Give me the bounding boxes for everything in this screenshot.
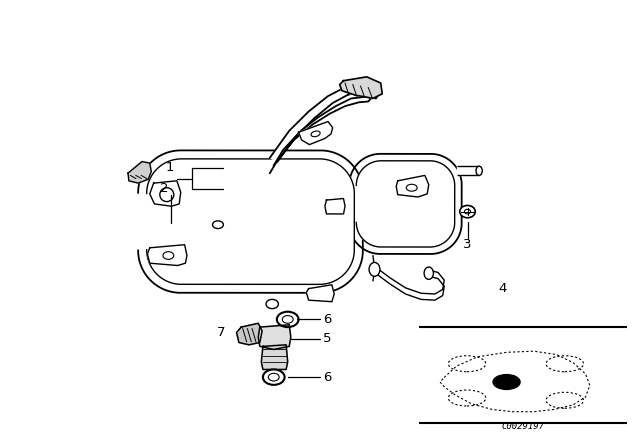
Ellipse shape	[282, 315, 293, 323]
Polygon shape	[138, 151, 363, 293]
Polygon shape	[307, 285, 334, 302]
Ellipse shape	[546, 356, 584, 372]
Text: C0029197: C0029197	[502, 422, 545, 431]
Polygon shape	[237, 323, 262, 345]
Ellipse shape	[277, 312, 298, 327]
Ellipse shape	[266, 299, 278, 309]
Ellipse shape	[212, 221, 223, 228]
Circle shape	[160, 188, 174, 202]
Text: 7: 7	[217, 326, 226, 339]
Text: 2: 2	[160, 182, 168, 195]
Ellipse shape	[163, 252, 174, 259]
Text: 1: 1	[166, 161, 175, 174]
Text: 6: 6	[323, 370, 332, 383]
Circle shape	[493, 375, 520, 389]
Polygon shape	[356, 161, 454, 247]
Polygon shape	[147, 245, 187, 266]
Polygon shape	[298, 121, 333, 145]
Ellipse shape	[263, 370, 285, 385]
Text: 4: 4	[498, 282, 507, 295]
Text: 6: 6	[323, 313, 332, 326]
Polygon shape	[340, 77, 382, 99]
Polygon shape	[147, 159, 355, 284]
Polygon shape	[349, 154, 461, 254]
Polygon shape	[259, 325, 291, 349]
Ellipse shape	[311, 131, 320, 137]
Ellipse shape	[449, 390, 486, 406]
Text: 3: 3	[463, 238, 472, 251]
Ellipse shape	[406, 184, 417, 191]
Text: 5: 5	[323, 332, 332, 345]
Ellipse shape	[476, 166, 482, 176]
Polygon shape	[261, 345, 288, 370]
Polygon shape	[325, 198, 345, 214]
Polygon shape	[458, 166, 479, 176]
Ellipse shape	[449, 356, 486, 372]
Polygon shape	[396, 176, 429, 197]
Polygon shape	[270, 83, 381, 173]
Polygon shape	[128, 162, 151, 183]
Ellipse shape	[465, 209, 470, 214]
Ellipse shape	[369, 263, 380, 276]
Ellipse shape	[546, 392, 584, 408]
Ellipse shape	[460, 206, 476, 218]
Ellipse shape	[268, 373, 279, 381]
Ellipse shape	[424, 267, 433, 280]
Polygon shape	[150, 181, 180, 206]
